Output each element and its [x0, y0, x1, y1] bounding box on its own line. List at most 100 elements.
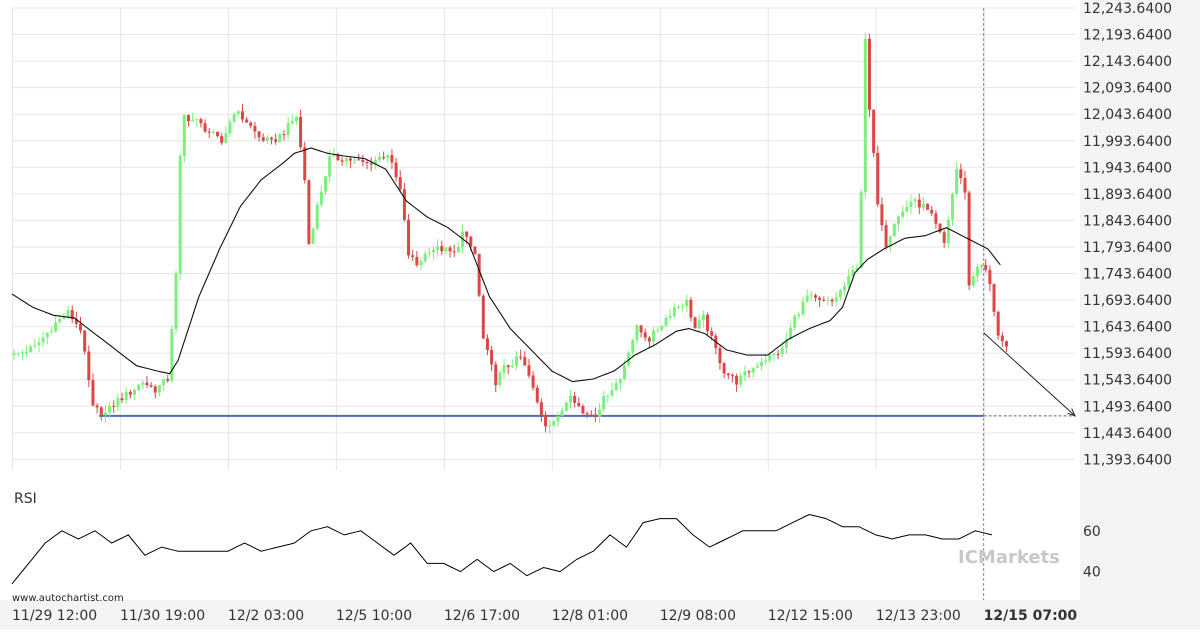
brand-watermark: ICMarkets — [958, 547, 1060, 568]
price-tick-label: 11,393.6400 — [1083, 452, 1172, 468]
candle-body — [809, 295, 813, 297]
candle-body — [743, 371, 747, 376]
candle-body — [382, 156, 386, 158]
candle-body — [444, 247, 448, 252]
candle-body — [1004, 341, 1008, 347]
candle-body — [286, 123, 290, 136]
candle-body — [207, 131, 211, 133]
candle-body — [834, 297, 838, 302]
candle-body — [884, 225, 888, 247]
candle-body — [510, 365, 514, 368]
candle-body — [631, 340, 635, 353]
candle-body — [992, 284, 996, 312]
candle-body — [344, 158, 348, 162]
candle-body — [324, 176, 328, 192]
candle-body — [58, 318, 62, 323]
candle-body — [506, 365, 510, 368]
candle-body — [270, 137, 274, 140]
candle-body — [660, 325, 664, 330]
candle-body — [614, 383, 618, 390]
candle-body — [415, 256, 419, 266]
candle-body — [74, 319, 78, 324]
candle-body — [62, 316, 66, 319]
candle-body — [706, 314, 710, 332]
candle-body — [245, 119, 249, 123]
candle-body — [490, 349, 494, 365]
candle-body — [377, 156, 381, 160]
candle-body — [265, 137, 269, 141]
candle-body — [577, 402, 581, 407]
candle-body — [66, 310, 70, 317]
candle-body — [149, 385, 153, 387]
candle-body — [938, 223, 942, 233]
candle-body — [178, 155, 182, 274]
forecast-arrow-line — [983, 332, 1076, 417]
candle-body — [560, 410, 564, 416]
candle-body — [141, 382, 145, 385]
candle-body — [863, 38, 867, 193]
time-tick-label: 12/12 15:00 — [768, 608, 853, 624]
rsi-title: RSI — [14, 491, 37, 507]
price-tick-label: 11,693.6400 — [1083, 293, 1172, 309]
candle-body — [278, 134, 282, 142]
candle-body — [909, 201, 913, 208]
candle-body — [552, 421, 556, 426]
candle-body — [888, 236, 892, 247]
candle-body — [365, 161, 369, 164]
candle-body — [353, 159, 357, 161]
price-axis: 12,243.6400 12,193.6400 12,143.6400 12,093.… — [1083, 1, 1172, 468]
candle-body — [676, 306, 680, 308]
candle-body — [730, 375, 734, 377]
candle-body — [448, 247, 452, 252]
candle-body — [336, 155, 340, 161]
price-tick-label: 11,543.6400 — [1083, 373, 1172, 389]
candle-body — [772, 353, 776, 356]
candle-body — [880, 204, 884, 226]
price-tick-label: 11,643.6400 — [1083, 320, 1172, 336]
candle-body — [274, 139, 278, 142]
candle-body — [656, 329, 660, 331]
candle-body — [984, 265, 988, 270]
candle-body — [407, 219, 411, 256]
candle-body — [357, 159, 361, 161]
candle-body — [701, 314, 705, 321]
candle-body — [16, 353, 20, 355]
candle-body — [639, 325, 643, 333]
candle-body — [79, 323, 83, 331]
candle-body — [867, 38, 871, 110]
price-tick-label: 11,493.6400 — [1083, 399, 1172, 415]
candle-body — [261, 137, 265, 141]
candle-body — [851, 270, 855, 276]
candle-body — [411, 255, 415, 257]
rsi-panel — [11, 513, 993, 585]
candle-body — [240, 111, 244, 120]
candle-body — [124, 391, 128, 401]
candle-body — [186, 115, 190, 122]
forecast-arrow-head — [1067, 408, 1076, 417]
candle-body — [108, 405, 112, 413]
time-tick-label: 12/6 17:00 — [444, 608, 520, 624]
candle-body — [70, 310, 74, 320]
candle-body — [203, 123, 207, 132]
candle-body — [132, 389, 136, 395]
candle-body — [236, 111, 240, 114]
candle-body — [610, 389, 614, 396]
candle-body — [303, 147, 307, 181]
candle-body — [664, 317, 668, 326]
candle-body — [901, 211, 905, 217]
candle-body — [95, 405, 99, 408]
candle-body — [99, 407, 103, 416]
candle-body — [921, 204, 925, 208]
price-tick-label: 11,443.6400 — [1083, 426, 1172, 442]
price-tick-label: 12,043.6400 — [1083, 107, 1172, 123]
candle-body — [91, 380, 95, 406]
candle-body — [402, 189, 406, 220]
candle-body — [398, 177, 402, 190]
candle-body — [116, 398, 120, 407]
candle-body — [1000, 335, 1004, 342]
candle-body — [386, 155, 390, 158]
candle-body — [759, 362, 763, 367]
